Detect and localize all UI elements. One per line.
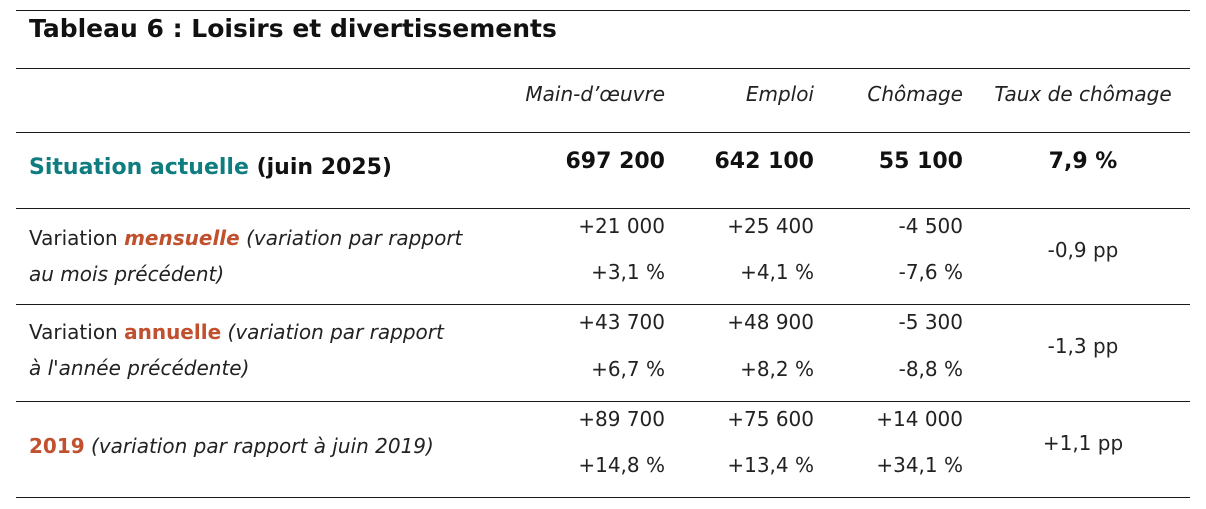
current-unemployment: 55 100 [878, 149, 963, 174]
current-employment: 642 100 [714, 149, 814, 174]
header-employment: Emploi [745, 82, 814, 106]
header-unemployment: Chômage [867, 82, 963, 106]
since2019-label: 2019 (variation par rapport à juin 2019) [29, 428, 489, 464]
monthly-label-note2: au mois précédent) [29, 262, 225, 286]
annual-label-note: (variation par rapport [227, 320, 444, 344]
monthly-labour-force-abs: +21 000 [578, 214, 665, 238]
monthly-unemployment-abs: -4 500 [898, 214, 963, 238]
monthly-labour-force-pct: +3,1 % [591, 260, 665, 284]
since2019-labour-force-pct: +14,8 % [578, 453, 665, 477]
annual-labour-force-abs: +43 700 [578, 310, 665, 334]
table-title: Tableau 6 : Loisirs et divertissements [29, 14, 557, 43]
annual-label: Variation annuelle (variation par rappor… [29, 314, 489, 386]
rule-under-title [16, 68, 1190, 69]
since2019-rate: +1,1 pp [1042, 431, 1124, 455]
monthly-label-prefix: Variation [29, 226, 125, 250]
current-label: Situation actuelle (juin 2025) [29, 155, 392, 180]
annual-employment-pct: +8,2 % [740, 357, 814, 381]
annual-rate: -1,3 pp [1047, 334, 1119, 358]
annual-unemployment-abs: -5 300 [898, 310, 963, 334]
since2019-unemployment-pct: +34,1 % [876, 453, 963, 477]
monthly-unemployment-pct: -7,6 % [898, 260, 963, 284]
current-label-main: Situation actuelle [29, 155, 249, 180]
since2019-label-key: 2019 [29, 434, 85, 458]
current-labour-force: 697 200 [565, 149, 665, 174]
annual-unemployment-pct: -8,8 % [898, 357, 963, 381]
header-unemployment-rate: Taux de chômage [994, 82, 1172, 106]
since2019-label-note: (variation par rapport à juin 2019) [91, 434, 434, 458]
current-label-date: (juin 2025) [256, 155, 392, 180]
monthly-label-note: (variation par rapport [246, 226, 463, 250]
annual-label-prefix: Variation [29, 320, 125, 344]
since2019-unemployment-abs: +14 000 [876, 407, 963, 431]
monthly-label: Variation mensuelle (variation par rappo… [29, 220, 489, 292]
monthly-employment-pct: +4,1 % [740, 260, 814, 284]
annual-labour-force-pct: +6,7 % [591, 357, 665, 381]
current-rate: 7,9 % [1048, 149, 1118, 174]
monthly-rate: -0,9 pp [1047, 238, 1119, 262]
annual-label-key: annuelle [124, 320, 222, 344]
rule-under-monthly [16, 304, 1190, 305]
rule-bottom [16, 497, 1190, 498]
since2019-employment-abs: +75 600 [727, 407, 814, 431]
annual-label-note2: à l'année précédente) [29, 356, 250, 380]
monthly-employment-abs: +25 400 [727, 214, 814, 238]
annual-employment-abs: +48 900 [727, 310, 814, 334]
monthly-label-key: mensuelle [124, 226, 240, 250]
rule-under-header [16, 132, 1190, 133]
rule-under-annual [16, 401, 1190, 402]
since2019-employment-pct: +13,4 % [727, 453, 814, 477]
header-labour-force: Main-d’œuvre [525, 82, 665, 106]
since2019-labour-force-abs: +89 700 [578, 407, 665, 431]
rule-top [16, 10, 1190, 11]
rule-under-current [16, 208, 1190, 209]
